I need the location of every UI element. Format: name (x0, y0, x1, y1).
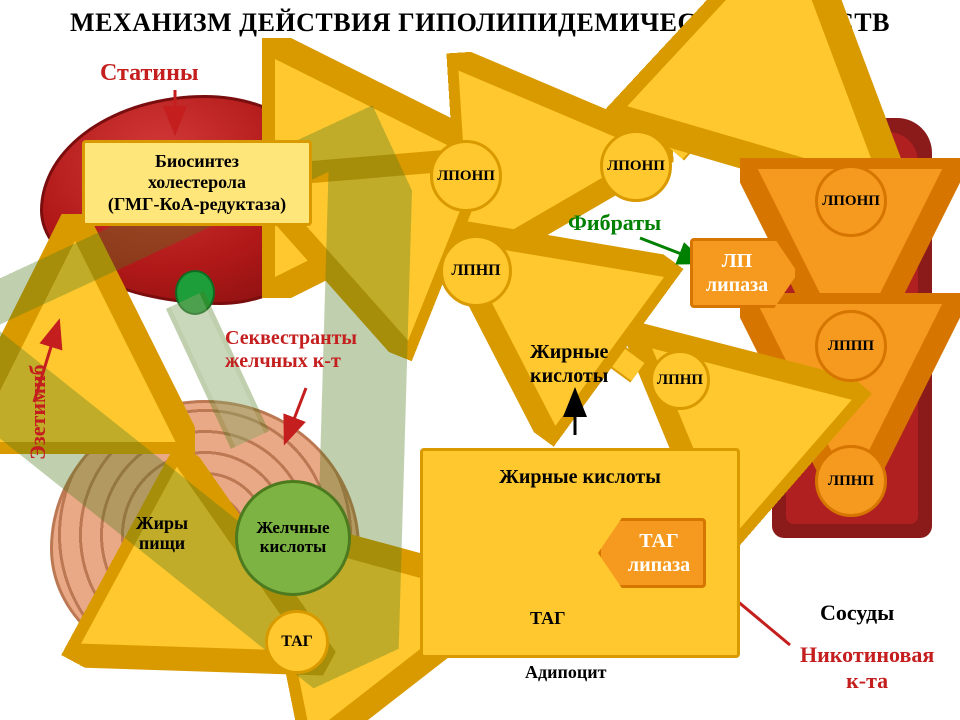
ldl-node-3: ЛПНП (815, 445, 887, 517)
drug-statins: Статины (100, 60, 199, 87)
ldl1-label: ЛПНП (451, 262, 500, 280)
tag-lipase-l1: ТАГ (628, 529, 690, 553)
ldl3-label: ЛПНП (828, 473, 874, 490)
ldl-node-2: ЛПНП (650, 350, 710, 410)
ldl2-label: ЛПНП (657, 372, 703, 389)
ldl-node-1: ЛПНП (440, 235, 512, 307)
biosynthesis-line2: холестерола (108, 172, 286, 194)
drug-sequestrants: Секвестрантыжелчных к-т (225, 327, 357, 373)
bile-label: Желчныекислоты (256, 519, 329, 556)
tag-lipase-l2: липаза (628, 553, 690, 577)
vldl-node-2: ЛПОНП (600, 130, 672, 202)
lp-lipase-l2: липаза (706, 273, 768, 297)
vessels-caption: Сосуды (820, 600, 894, 626)
idl-label: ЛППП (828, 338, 874, 355)
tag-small-label: ТАГ (530, 608, 566, 630)
gallbladder-organ (175, 270, 215, 315)
fatty-acids-label: Жирныекислоты (530, 340, 608, 388)
biosynthesis-line1: Биосинтез (108, 151, 286, 173)
page-title: МЕХАНИЗМ ДЕЙСТВИЯ ГИПОЛИПИДЕМИЧЕСКИХ СРЕ… (0, 8, 960, 38)
tag-node: ТАГ (265, 610, 329, 674)
bile-acids-node: Желчныекислоты (235, 480, 351, 596)
vldl3-label: ЛПОНП (822, 193, 880, 210)
vldl-node-1: ЛПОНП (430, 140, 502, 212)
drug-fibrates: Фибраты (568, 210, 661, 236)
lp-lipase-l1: ЛП (706, 249, 768, 273)
biosynthesis-box: Биосинтез холестерола (ГМГ-КоА-редуктаза… (82, 140, 312, 226)
fats-label: Жирыпищи (136, 514, 188, 554)
dietary-fats-node: Жирыпищи (118, 490, 206, 578)
adipocyte-caption: Адипоцит (525, 662, 606, 684)
vldl2-label: ЛПОНП (607, 158, 665, 175)
idl-node: ЛППП (815, 310, 887, 382)
biosynthesis-line3: (ГМГ-КоА-редуктаза) (108, 194, 286, 216)
drug-ezetimibe: Эзетимиб (25, 364, 51, 460)
vldl1-label: ЛПОНП (437, 168, 495, 185)
drug-niacin: Никотиноваяк-та (800, 642, 934, 694)
vldl-node-3: ЛПОНП (815, 165, 887, 237)
tag-label: ТАГ (281, 633, 313, 651)
adipocyte-fa-label: Жирные кислоты (499, 465, 661, 489)
